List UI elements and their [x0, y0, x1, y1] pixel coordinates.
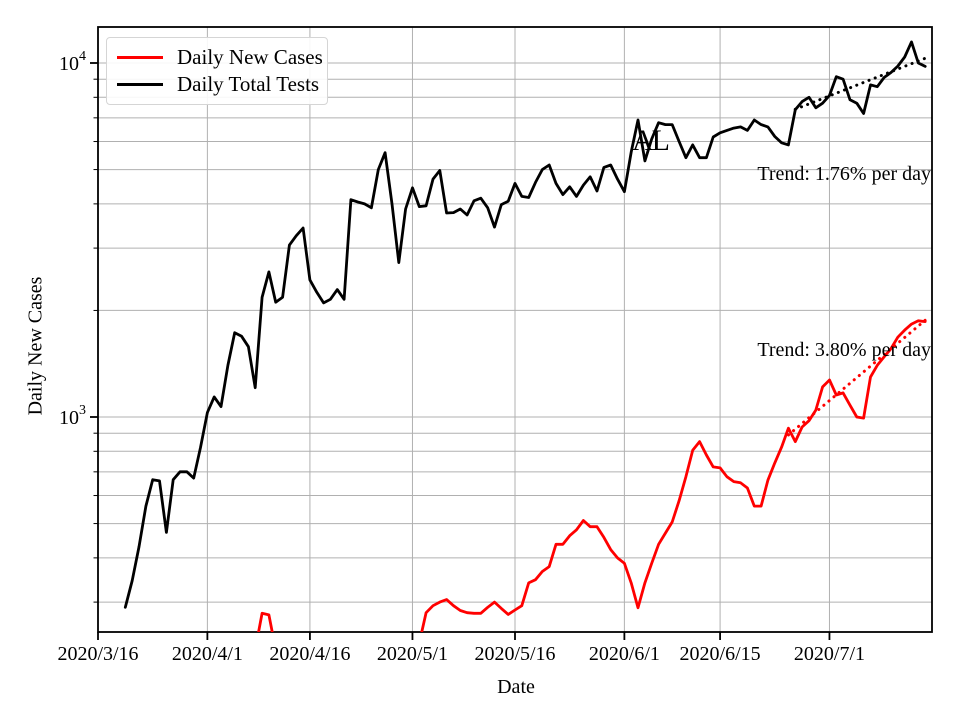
black-line-swatch-icon: [117, 83, 163, 87]
x-axis-tick-label: 2020/5/1: [377, 643, 448, 665]
daily-new-cases-line: [420, 319, 927, 632]
legend-item-daily-total-tests: Daily Total Tests: [117, 72, 320, 97]
y-axis-label: Daily New Cases: [24, 276, 47, 416]
x-axis-tick-label: 2020/4/16: [269, 643, 350, 665]
x-axis-label: Date: [497, 676, 535, 698]
trend-annotation: Trend: 1.76% per day: [757, 163, 931, 185]
legend-item-daily-new-cases: Daily New Cases: [117, 46, 323, 68]
x-axis-tick-label: 2020/6/1: [589, 643, 660, 665]
x-axis-tick-label: 2020/4/1: [172, 643, 243, 665]
trend-annotation: Trend: 3.80% per day: [757, 339, 931, 361]
legend: Daily New Cases Daily Total Tests: [106, 37, 328, 105]
x-axis-tick-label: 2020/5/16: [474, 643, 555, 665]
trend-dotted-line: [793, 56, 927, 111]
legend-label: Daily Total Tests: [177, 72, 320, 97]
daily-total-tests-line: [123, 40, 927, 609]
daily-new-cases-line: [257, 611, 274, 632]
y-axis-tick-label: 104: [59, 49, 86, 75]
legend-label: Daily New Cases: [177, 44, 323, 69]
y-axis-tick-label: 103: [59, 403, 86, 429]
x-axis-tick-label: 2020/7/1: [794, 643, 865, 665]
x-axis-tick-label: 2020/3/16: [57, 643, 138, 665]
red-line-swatch-icon: [117, 55, 163, 59]
x-axis-tick-label: 2020/6/15: [680, 643, 761, 665]
